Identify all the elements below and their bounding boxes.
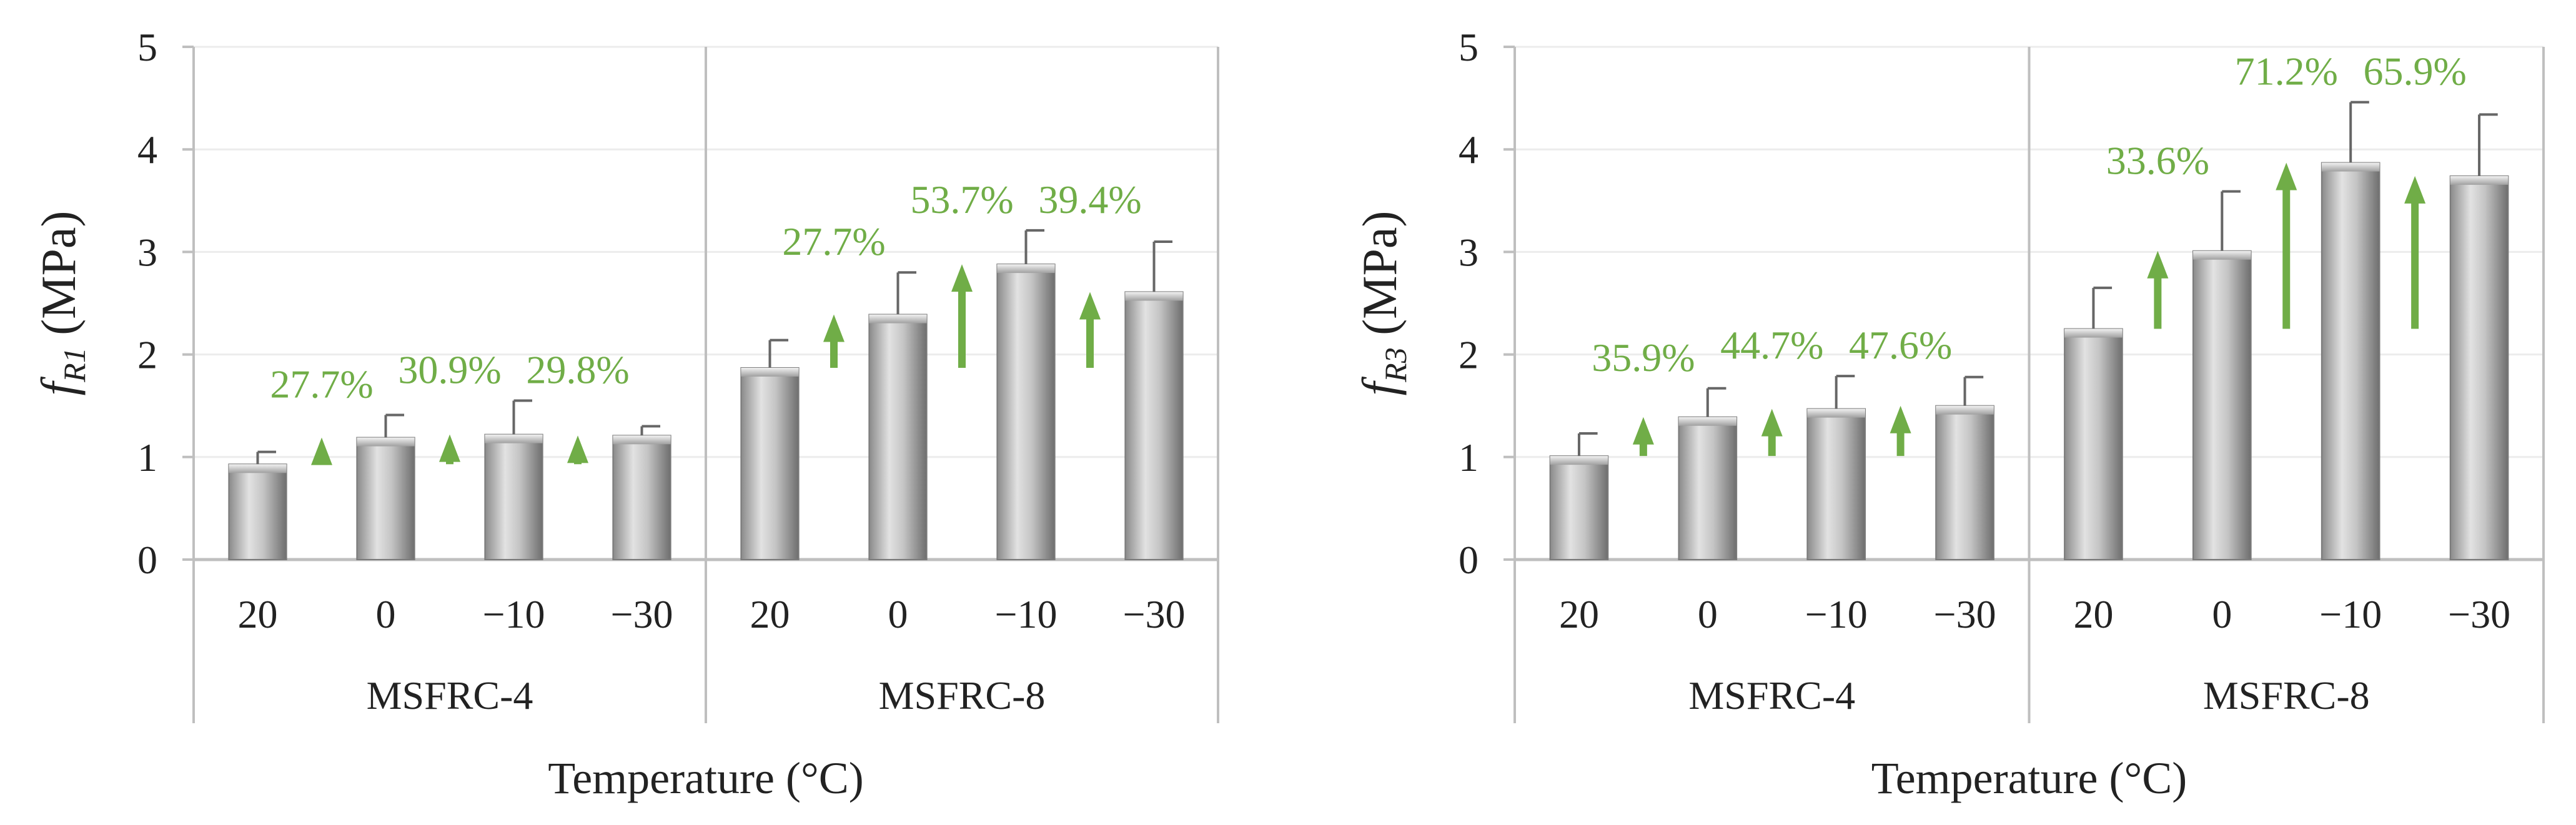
group-label: MSFRC-8 <box>879 673 1046 718</box>
x-tick-label: 0 <box>888 592 908 636</box>
increase-arrow-head <box>1079 292 1101 320</box>
x-tick-label: 20 <box>750 592 790 636</box>
bar-cap <box>1550 456 1608 465</box>
x-tick-label: −10 <box>2319 592 2382 636</box>
x-tick-label: −30 <box>1122 592 1185 636</box>
x-tick-label: 0 <box>1698 592 1718 636</box>
bar-cap <box>741 367 799 377</box>
bar <box>996 264 1056 560</box>
bar <box>868 314 928 560</box>
y-tick-label: 1 <box>137 435 157 480</box>
bar <box>2321 162 2380 560</box>
bar <box>1806 408 1866 560</box>
y-tick-label: 0 <box>1459 538 1479 582</box>
increase-arrow-head <box>951 264 973 292</box>
x-tick-label: −10 <box>994 592 1057 636</box>
y-tick-label: 5 <box>1459 25 1479 69</box>
x-tick-label: −30 <box>1934 592 1996 636</box>
bar-cap <box>485 434 543 443</box>
bar <box>1124 291 1184 560</box>
y-tick-label: 1 <box>1459 435 1479 480</box>
increase-arrow-head <box>1761 408 1783 437</box>
y-tick-label: 3 <box>1459 230 1479 274</box>
chart-fr3: 0 1 2 3 4 5 20 0 −10 −30 MSFRC-4 35.9% 44.7% 47.6% 20 0… <box>1352 25 2545 803</box>
bar <box>2192 250 2252 560</box>
increase-arrow-head <box>439 434 460 462</box>
y-tick-label: 0 <box>137 538 157 582</box>
bar <box>2449 175 2509 560</box>
bar <box>1678 416 1738 561</box>
x-tick-label: −10 <box>1805 592 1868 636</box>
x-tick-label: 0 <box>376 592 396 636</box>
y-axis-title: fR3 (MPa) <box>1352 210 1413 395</box>
bar <box>484 433 543 561</box>
x-tick-label: 20 <box>2073 592 2113 636</box>
bar-cap <box>1125 292 1183 301</box>
increase-label: 27.7% <box>270 362 373 406</box>
bar-cap <box>1678 417 1737 426</box>
increase-label: 44.7% <box>1720 323 1823 367</box>
x-tick-label: −30 <box>2448 592 2510 636</box>
increase-arrow-head <box>823 314 845 342</box>
x-tick-label: −10 <box>482 592 545 636</box>
bar <box>228 463 287 560</box>
increase-arrow-head <box>2276 162 2297 190</box>
y-tick-label: 2 <box>137 333 157 377</box>
bar <box>356 437 415 560</box>
x-axis-title: Temperature (°C) <box>1871 753 2187 803</box>
bar <box>1935 405 1994 561</box>
x-tick-label: 20 <box>1559 592 1599 636</box>
y-tick-label: 2 <box>1459 333 1479 377</box>
group-label: MSFRC-4 <box>367 673 533 718</box>
increase-arrow-head <box>567 435 588 463</box>
bar <box>1549 455 1609 561</box>
x-tick-label: −30 <box>610 592 673 636</box>
bar-cap <box>869 314 927 324</box>
x-tick-label: 0 <box>2212 592 2232 636</box>
increase-label: 35.9% <box>1592 335 1695 380</box>
increase-label: 29.8% <box>526 347 629 392</box>
y-tick-label: 4 <box>1459 127 1479 172</box>
increase-label: 27.7% <box>782 219 885 264</box>
bar <box>740 367 800 560</box>
bar-cap <box>357 437 415 447</box>
bar-cap <box>229 464 287 473</box>
increase-label: 39.4% <box>1038 177 1141 222</box>
increase-arrow-head <box>311 437 332 465</box>
bar-cap <box>2321 162 2380 172</box>
increase-label: 53.7% <box>910 177 1013 222</box>
increase-label: 47.6% <box>1849 323 1952 367</box>
bar-cap <box>2064 329 2123 338</box>
increase-arrow-head <box>2404 175 2426 204</box>
increase-arrow-head <box>1632 417 1654 445</box>
group-label: MSFRC-8 <box>2203 673 2370 718</box>
bar-cap <box>613 435 671 445</box>
y-axis-title: fR1 (MPa) <box>31 210 92 395</box>
increase-label: 65.9% <box>2363 49 2466 94</box>
increase-arrow-head <box>2147 250 2169 279</box>
x-tick-label: 20 <box>238 592 278 636</box>
increase-label: 71.2% <box>2235 49 2338 94</box>
bar-cap <box>2450 175 2509 185</box>
group-label: MSFRC-4 <box>1688 673 1855 718</box>
y-tick-label: 5 <box>137 25 157 69</box>
increase-label: 33.6% <box>2106 139 2209 183</box>
bar-cap <box>997 264 1055 274</box>
y-tick-label: 3 <box>137 230 157 274</box>
increase-arrow-head <box>1890 405 1911 433</box>
increase-label: 30.9% <box>398 347 501 392</box>
bar <box>612 435 671 560</box>
chart-fr1: 0 1 2 3 4 5 20 0 −10 −30 MSFRC-4 27.7% 30.9% 29.8% 20 0… <box>31 25 1219 803</box>
x-axis-title: Temperature (°C) <box>548 753 864 803</box>
bar <box>2064 328 2123 560</box>
bar-cap <box>2192 250 2251 260</box>
bar-cap <box>1936 405 1994 415</box>
bar-cap <box>1807 408 1866 418</box>
y-tick-label: 4 <box>137 127 157 172</box>
